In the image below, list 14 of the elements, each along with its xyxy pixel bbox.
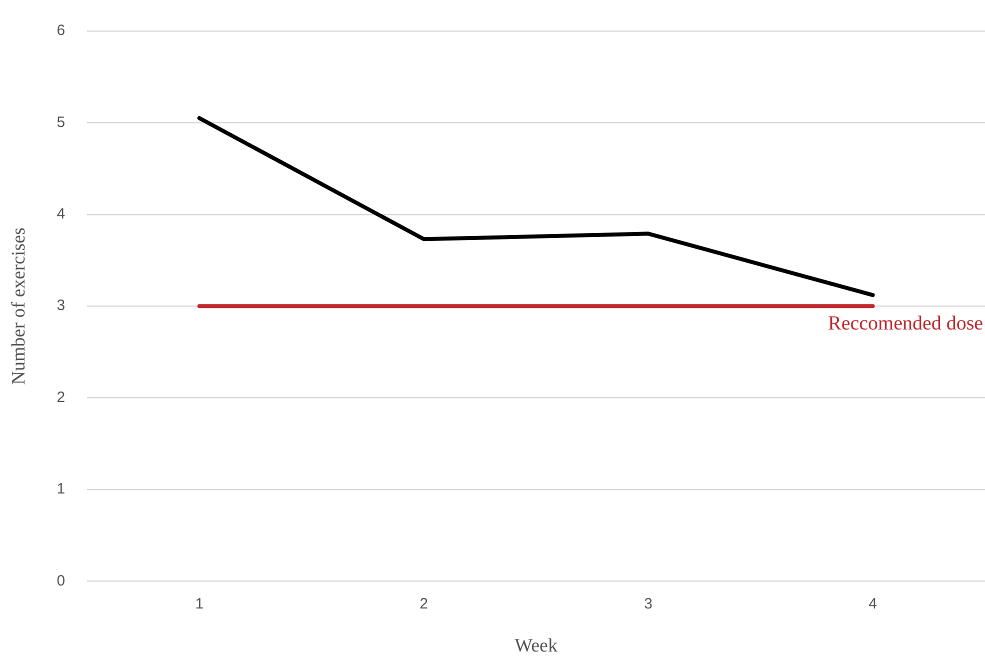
y-axis-title: Number of exercises <box>8 227 30 385</box>
y-tick-label: 4 <box>56 206 66 223</box>
x-tick-label: 2 <box>420 595 428 612</box>
y-tick-label: 0 <box>56 572 66 590</box>
x-tick-label: 1 <box>195 595 204 612</box>
y-tick-label: 5 <box>56 114 66 131</box>
y-tick-label: 3 <box>56 297 66 314</box>
x-tick-label: 4 <box>868 595 877 612</box>
y-tick-label: 2 <box>56 388 66 406</box>
series-label: Reccomended dose <box>828 312 984 334</box>
y-tick-label: 6 <box>56 22 66 40</box>
x-axis-title: Week <box>514 636 558 657</box>
y-tick-label: 1 <box>56 480 66 498</box>
x-tick-label: 3 <box>644 595 652 612</box>
